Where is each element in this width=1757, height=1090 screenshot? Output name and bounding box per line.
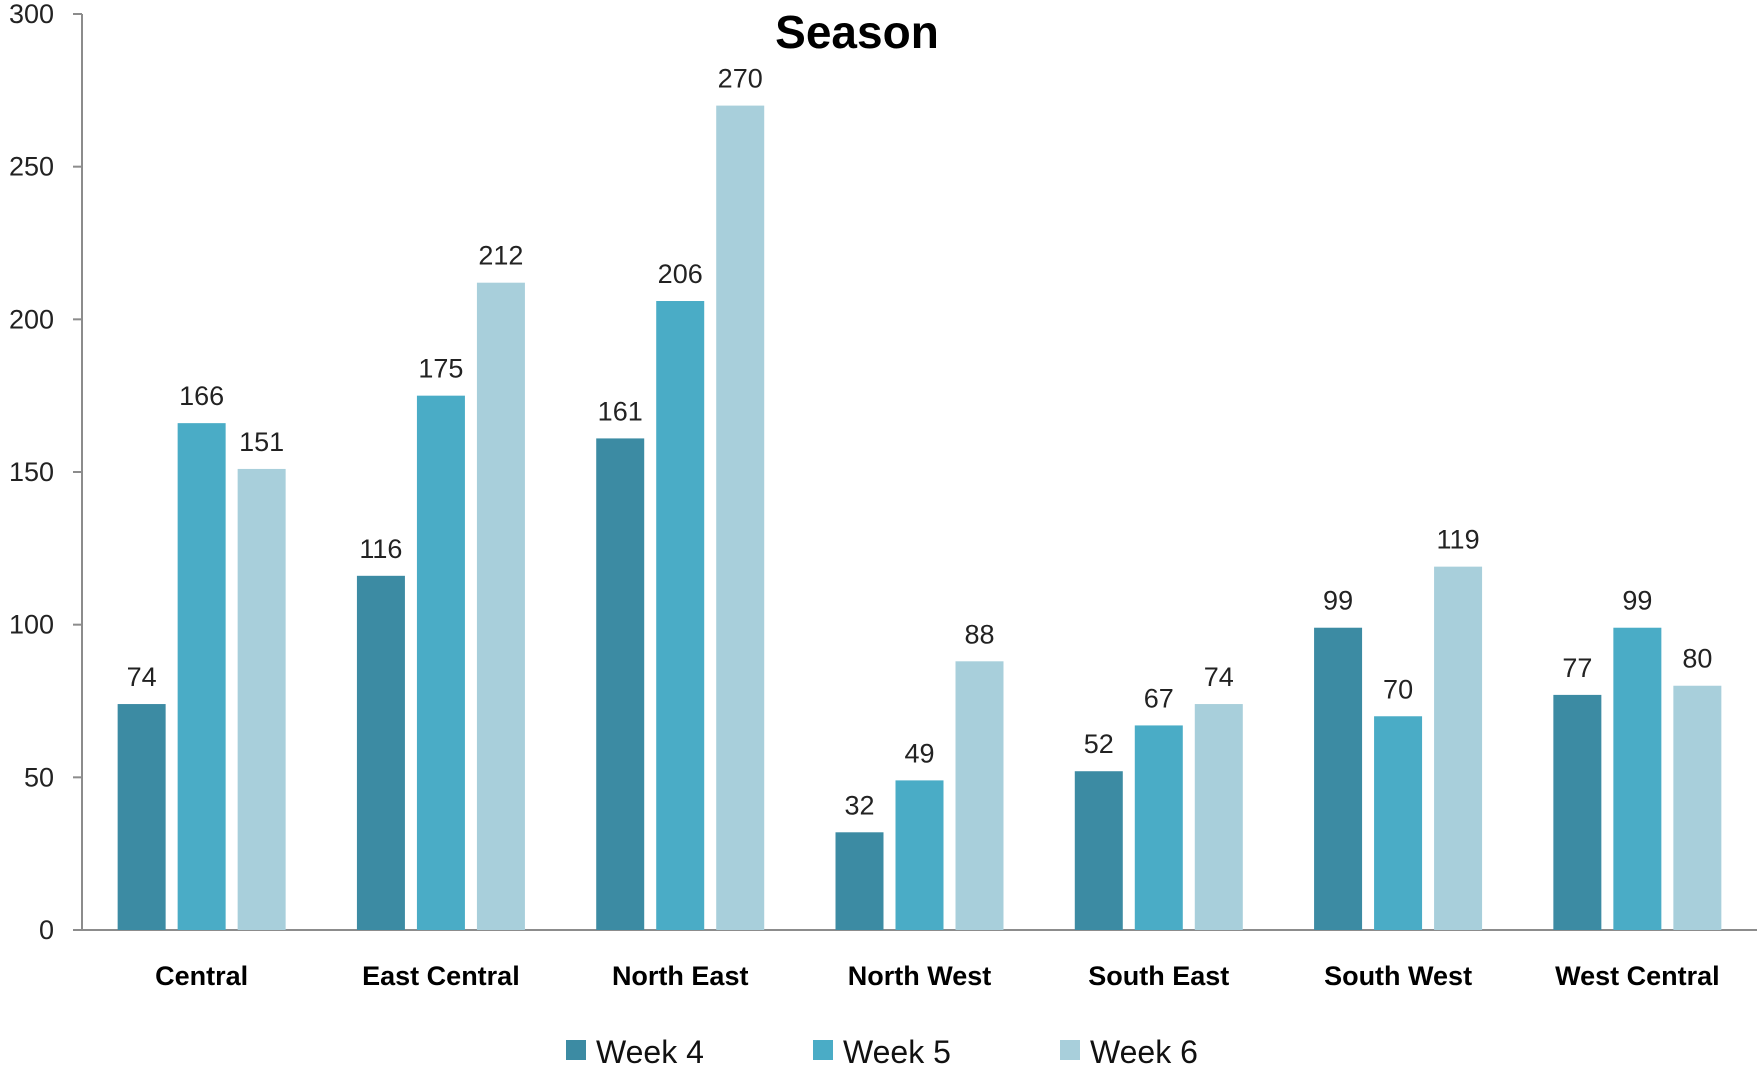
bar-value-label: 70 xyxy=(1383,674,1413,704)
bar-value-label: 67 xyxy=(1144,683,1174,713)
bar xyxy=(1194,704,1243,930)
bar xyxy=(895,780,944,930)
bar-value-label: 99 xyxy=(1323,586,1353,616)
bar-value-label: 119 xyxy=(1437,525,1480,555)
y-tick-label: 250 xyxy=(9,152,54,182)
legend-label: Week 5 xyxy=(843,1034,951,1070)
bar-value-label: 99 xyxy=(1622,586,1652,616)
y-tick-label: 300 xyxy=(9,0,54,29)
chart-title: Season xyxy=(775,6,939,58)
bar xyxy=(596,438,645,930)
legend: Week 4 Week 5 Week 6 xyxy=(566,1034,1198,1070)
bar xyxy=(1314,627,1363,930)
y-tick-label: 0 xyxy=(39,915,54,945)
axes: 0 50 100 150 200 250 300 Central East Central Nor… xyxy=(9,0,1757,991)
y-tick-label: 200 xyxy=(9,304,54,334)
bar xyxy=(416,395,465,931)
legend-label: Week 6 xyxy=(1090,1034,1198,1070)
legend-swatch xyxy=(1060,1040,1080,1060)
x-category-label: West Central xyxy=(1555,961,1720,991)
legend-swatch xyxy=(813,1040,833,1060)
bar xyxy=(1074,771,1123,930)
bar xyxy=(716,105,765,931)
bar xyxy=(1613,627,1662,930)
bar xyxy=(177,423,226,930)
bar-value-label: 74 xyxy=(1204,662,1234,692)
x-category-label: East Central xyxy=(362,961,520,991)
y-tick-label: 100 xyxy=(9,610,54,640)
bar-value-label: 49 xyxy=(904,738,934,768)
bar xyxy=(1673,685,1722,930)
bar-value-label: 116 xyxy=(359,534,402,564)
x-category-label: South West xyxy=(1324,961,1472,991)
x-category-label: North West xyxy=(848,961,992,991)
data-labels: 74 116 161 32 52 99 77 166 175 206 49 67 70 99 151 212 2… xyxy=(127,64,1713,821)
x-category-label: North East xyxy=(612,961,749,991)
legend-label: Week 4 xyxy=(596,1034,704,1070)
bar-value-label: 80 xyxy=(1682,644,1712,674)
bar xyxy=(1434,566,1483,930)
x-category-label: Central xyxy=(155,961,248,991)
bar-value-label: 206 xyxy=(658,259,703,289)
bar xyxy=(476,282,525,930)
bar-value-label: 88 xyxy=(964,619,994,649)
bar xyxy=(835,832,884,930)
bar xyxy=(1553,694,1602,930)
bar xyxy=(237,468,286,930)
bar-value-label: 175 xyxy=(418,354,463,384)
bar xyxy=(656,301,705,931)
bar xyxy=(1374,716,1423,930)
bar-value-label: 166 xyxy=(179,381,224,411)
y-tick-label: 150 xyxy=(9,457,54,487)
bar-value-label: 151 xyxy=(239,427,284,457)
bars xyxy=(117,105,1722,931)
bar-value-label: 32 xyxy=(844,790,874,820)
bar xyxy=(1134,725,1183,930)
bar xyxy=(117,704,166,930)
x-category-label: South East xyxy=(1088,961,1229,991)
bar-value-label: 77 xyxy=(1562,653,1592,683)
bar xyxy=(955,661,1004,930)
bar-value-label: 270 xyxy=(718,64,763,94)
bar-value-label: 212 xyxy=(478,241,523,271)
bar-value-label: 52 xyxy=(1084,729,1114,759)
bar xyxy=(356,575,405,930)
legend-swatch xyxy=(566,1040,586,1060)
bar-value-label: 74 xyxy=(127,662,157,692)
bar-value-label: 161 xyxy=(598,396,643,426)
y-tick-label: 50 xyxy=(24,762,54,792)
